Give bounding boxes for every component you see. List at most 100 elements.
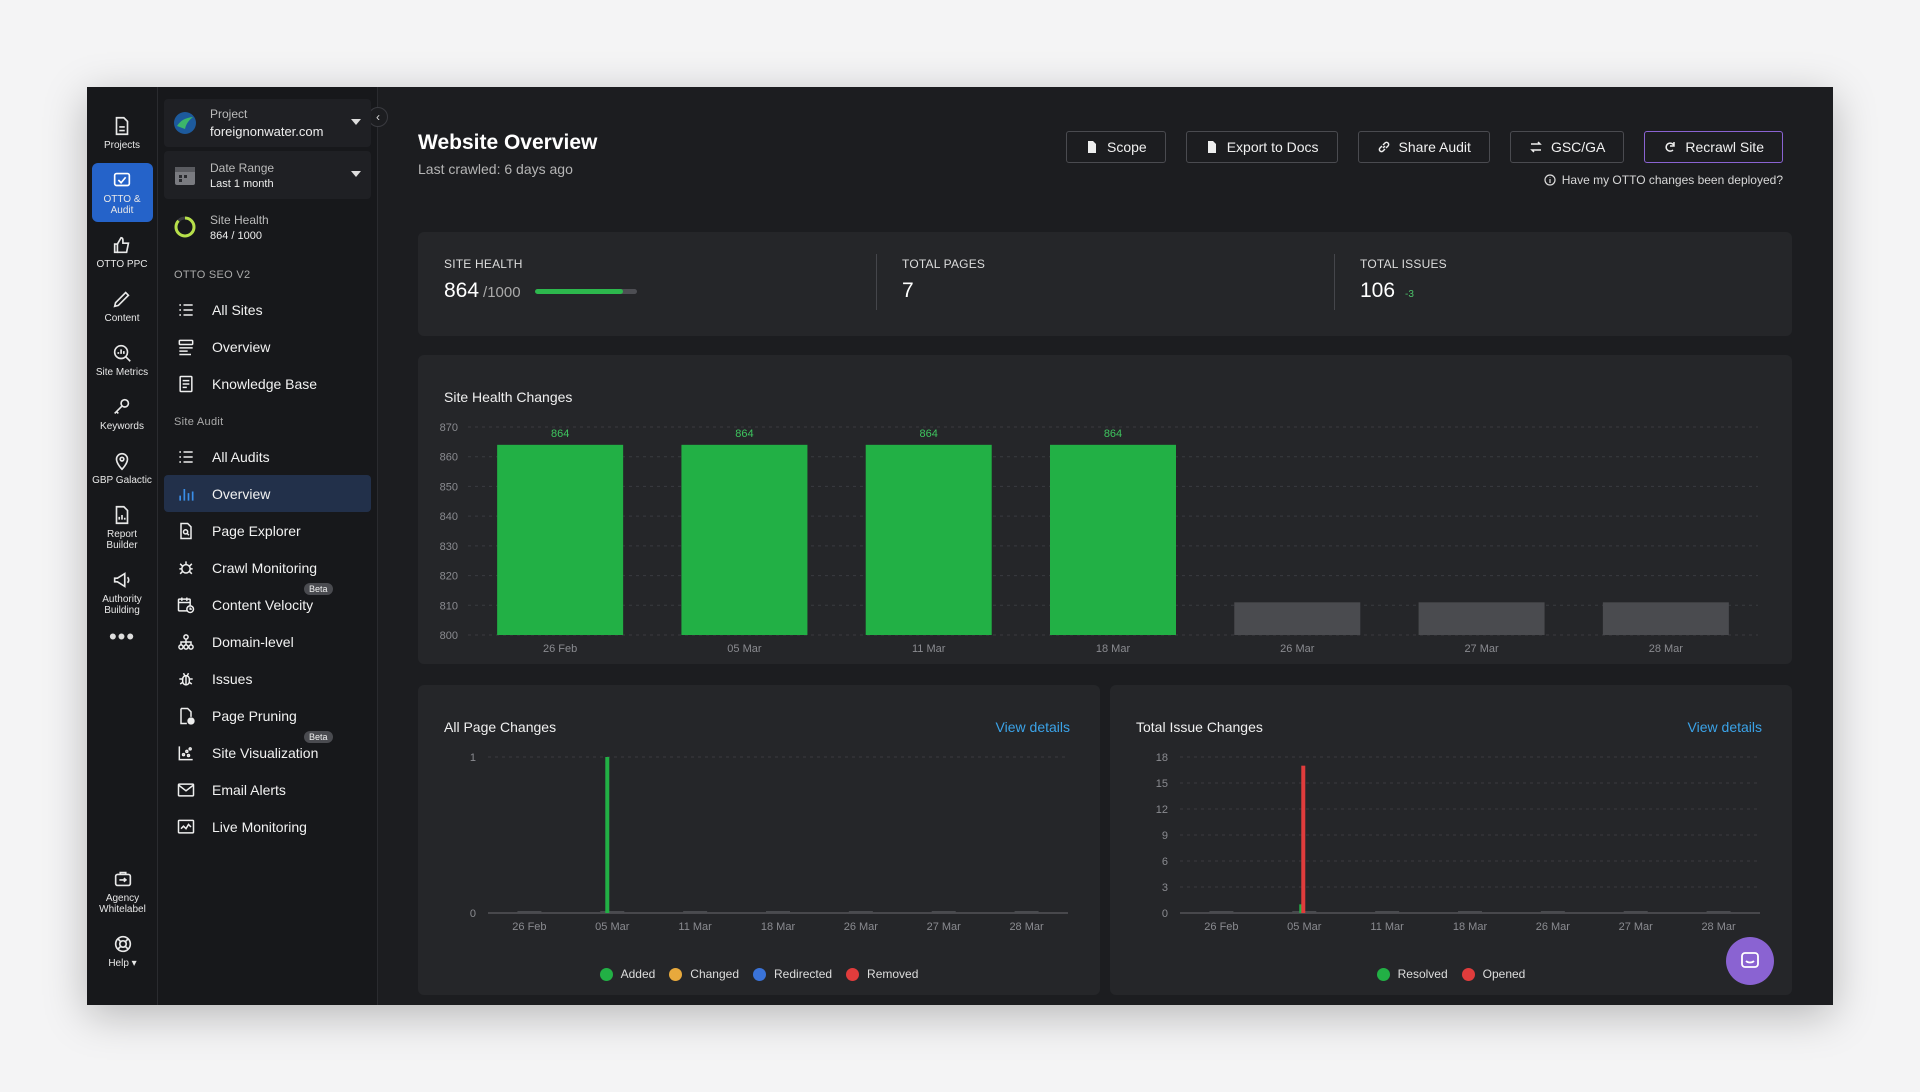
nav-site-visualization[interactable]: Site Visualization Beta: [164, 731, 371, 771]
page-prune-icon: [180, 707, 195, 725]
project-selector[interactable]: Project foreignonwater.com: [164, 99, 371, 147]
nav-issues[interactable]: Issues: [164, 660, 371, 697]
rail-label: Agency Whitelabel: [99, 893, 146, 915]
pencil-icon: [113, 291, 130, 308]
chart-title: Site Health Changes: [444, 389, 573, 405]
chart-title: All Page Changes: [444, 719, 557, 735]
legend-item[interactable]: Removed: [846, 967, 918, 981]
legend-dot: [1461, 967, 1475, 981]
legend-dot: [1376, 967, 1390, 981]
bar-data-label: 864: [735, 428, 753, 440]
x-tick-label: 18 Mar: [761, 921, 796, 933]
legend-item[interactable]: Opened: [1461, 967, 1526, 981]
overview-icon: [178, 339, 194, 355]
scatter-icon: [178, 745, 193, 760]
y-tick-label: 12: [1156, 804, 1168, 816]
x-tick-label: 26 Mar: [844, 921, 879, 933]
legend-label: Opened: [1482, 967, 1526, 981]
nav-page-pruning[interactable]: Page Pruning: [164, 697, 371, 734]
nav-all-sites[interactable]: All Sites: [164, 291, 371, 328]
refresh-icon: [1665, 142, 1676, 152]
nav-label: Knowledge Base: [212, 375, 318, 392]
x-tick-label: 26 Feb: [543, 643, 577, 655]
deploy-question-link[interactable]: Have my OTTO changes been deployed?: [1544, 173, 1783, 187]
legend-dot: [599, 967, 613, 981]
x-tick-label: 28 Mar: [1701, 921, 1736, 933]
nav-crawl-monitoring[interactable]: Crawl Monitoring: [164, 549, 371, 586]
legend-dot: [846, 967, 860, 981]
beta-badge: Beta: [304, 731, 333, 743]
help-icon: [114, 935, 131, 953]
rail-report-builder[interactable]: Report Builder: [92, 498, 153, 557]
rail-label: Report Builder: [106, 529, 138, 551]
map-pin-icon: [115, 452, 129, 471]
rail-keywords[interactable]: Keywords: [92, 390, 153, 438]
share-audit-button[interactable]: Share Audit: [1357, 131, 1490, 163]
legend-dot: [669, 967, 683, 981]
legend-item[interactable]: Changed: [669, 967, 739, 981]
stat-label: TOTAL PAGES: [902, 257, 986, 271]
page-changes-view-details-link[interactable]: View details: [995, 719, 1070, 735]
nav-live-monitoring[interactable]: Live Monitoring: [164, 808, 371, 845]
site-health-max: /1000: [483, 284, 521, 301]
stat-label: SITE HEALTH: [444, 257, 523, 271]
baseline-stub: [848, 911, 873, 913]
all-page-changes-card: 0 1 26 Feb 05 Mar 11 Mar 18 Mar 26 Mar 27 Mar 28…: [418, 685, 1100, 995]
y-tick-label: 830: [440, 541, 458, 553]
recrawl-site-button[interactable]: Recrawl Site: [1644, 131, 1783, 163]
nav-email-alerts[interactable]: Email Alerts: [164, 771, 371, 808]
scope-button[interactable]: Scope: [1066, 131, 1166, 163]
rail-otto-ppc[interactable]: OTTO PPC: [92, 228, 153, 276]
export-to-docs-button[interactable]: Export to Docs: [1185, 131, 1338, 163]
swap-icon: [1530, 141, 1542, 153]
page-header: Website Overview Last crawled: 6 days ag…: [418, 87, 1793, 237]
issue-changes-view-details-link[interactable]: View details: [1687, 719, 1762, 735]
nav-label: Crawl Monitoring: [212, 559, 318, 576]
rail-help[interactable]: Help ▾: [92, 927, 153, 975]
nav-audit-overview[interactable]: Overview: [164, 475, 371, 512]
main-content: Website Overview Last crawled: 6 days ag…: [378, 87, 1833, 1005]
legend-label: Changed: [690, 967, 740, 981]
rail-content[interactable]: Content: [92, 282, 153, 330]
date-range-selector[interactable]: Date Range Last 1 month: [164, 151, 371, 199]
x-tick-label: 26 Feb: [512, 921, 546, 933]
more-icon[interactable]: •••: [108, 624, 136, 649]
summary-stats-card: SITE HEALTH 864 /1000 TOTAL PAGES 7 TOTA…: [418, 232, 1792, 336]
x-tick-label: 11 Mar: [678, 921, 712, 933]
bug-icon: [179, 560, 193, 574]
nav-content-velocity[interactable]: Content Velocity Beta: [164, 583, 371, 623]
page-title: Website Overview: [418, 131, 598, 154]
x-tick-label: 27 Mar: [927, 921, 962, 933]
app-window: Projects OTTO & Audit OTTO PPC Content S…: [87, 87, 1833, 1005]
rail-site-metrics[interactable]: Site Metrics: [92, 336, 153, 384]
legend-item[interactable]: Resolved: [1376, 967, 1448, 981]
rail-projects[interactable]: Projects: [92, 109, 153, 157]
legend-item[interactable]: Added: [599, 967, 655, 981]
site-health-progress-bar: [534, 288, 637, 294]
rail-gbp-galactic[interactable]: GBP Galactic: [92, 444, 153, 492]
document-icon: [1207, 141, 1216, 153]
y-tick-label: 810: [440, 600, 458, 612]
nav-label: Page Explorer: [212, 522, 301, 539]
chart-legend: Resolved Opened: [1110, 967, 1792, 981]
nav-all-audits[interactable]: All Audits: [164, 438, 371, 475]
nav-label: Overview: [212, 338, 271, 355]
rail-agency-whitelabel[interactable]: Agency Whitelabel: [92, 862, 153, 921]
nav-domain-level[interactable]: Domain-level: [164, 623, 371, 660]
nav-otto-overview[interactable]: Overview: [164, 328, 371, 365]
legend-item[interactable]: Redirected: [753, 967, 832, 981]
link-icon: [1378, 141, 1389, 153]
nav-page-explorer[interactable]: Page Explorer: [164, 512, 371, 549]
y-tick-label: 9: [1162, 830, 1168, 842]
button-label: Recrawl Site: [1685, 139, 1764, 155]
rail-authority-building[interactable]: Authority Building: [92, 563, 153, 622]
nav-knowledge-base[interactable]: Knowledge Base: [164, 365, 371, 402]
gsc-ga-button[interactable]: GSC/GA: [1509, 131, 1625, 163]
x-tick-label: 26 Mar: [1280, 643, 1315, 655]
chat-support-button[interactable]: [1726, 937, 1774, 985]
stat-total-issues: TOTAL ISSUES 106 -3: [1334, 232, 1792, 336]
button-label: Export to Docs: [1226, 139, 1319, 155]
button-label: GSC/GA: [1550, 139, 1606, 155]
legend-dot: [753, 967, 767, 981]
rail-otto-audit[interactable]: OTTO & Audit: [91, 163, 153, 222]
